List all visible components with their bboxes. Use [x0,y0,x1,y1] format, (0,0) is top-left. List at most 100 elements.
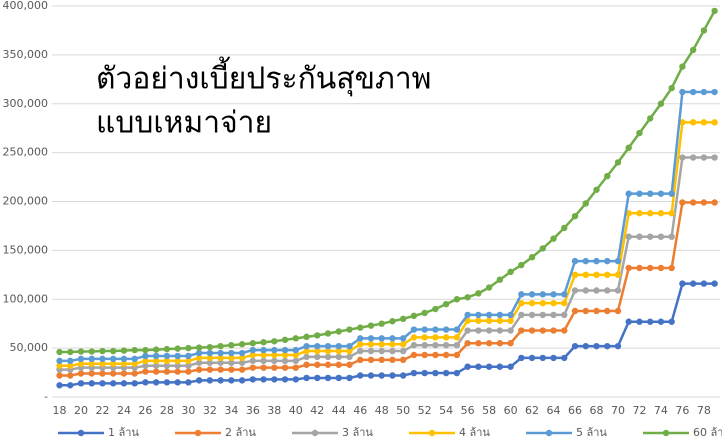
data-point [528,327,536,334]
data-point [67,357,74,365]
data-point [604,257,611,265]
data-point [131,360,138,367]
data-point [646,210,654,217]
data-point [442,369,450,377]
data-point [281,364,289,371]
data-point [593,186,600,193]
data-point [163,345,171,353]
data-point [604,307,611,315]
data-point [604,287,611,294]
data-point [432,351,439,359]
data-point [292,335,299,342]
data-point [453,369,461,377]
data-point [475,340,482,347]
data-point [335,353,342,361]
chart-title: แบบเหมาจ่าย [96,106,272,141]
x-tick-label: 76 [675,404,689,417]
data-point [496,317,504,324]
x-tick-label: 56 [461,404,475,417]
data-point [152,379,160,386]
x-tick-label: 42 [310,404,324,417]
x-tick-label: 30 [181,404,195,417]
data-point [711,199,718,206]
x-tick-label: 62 [525,404,539,417]
data-point [292,351,299,359]
data-point [174,345,181,352]
data-point [238,366,246,373]
data-point [539,291,546,298]
data-point [528,299,536,307]
data-point [99,347,106,355]
data-point [561,224,568,232]
data-point [668,233,675,240]
data-point [700,27,708,34]
data-point [271,338,278,345]
data-point [367,335,375,342]
data-point [271,351,278,359]
data-point [539,354,546,362]
data-point [636,233,643,240]
data-point [453,296,461,303]
x-tick-label: 58 [482,404,496,417]
data-point [303,347,310,355]
data-point [271,376,278,383]
data-point [195,366,203,373]
data-point [668,190,675,197]
data-point [195,344,203,351]
data-point [142,352,149,360]
series-line [59,121,715,367]
data-point [496,327,504,334]
data-point [432,369,439,377]
data-point [625,264,632,272]
data-point [357,356,364,364]
data-point [561,311,568,319]
data-point [88,370,95,377]
data-point [700,119,708,126]
data-point [711,119,718,126]
data-point [464,327,471,334]
data-point [571,342,579,350]
data-point [528,291,536,298]
data-point [88,380,95,387]
data-point [346,353,353,361]
data-point [518,311,525,319]
y-tick-label: 100,000 [3,292,49,305]
x-tick-label: 46 [353,404,367,417]
data-point [281,357,289,365]
data-point [110,347,117,355]
x-tick-label: 20 [74,404,88,417]
data-point [67,348,74,356]
data-point [528,254,536,261]
x-tick-label: 38 [267,404,281,417]
data-point [110,380,117,387]
data-point [217,359,224,366]
data-point [56,362,63,369]
data-point [636,264,643,272]
data-point [335,342,342,350]
data-point [528,311,536,319]
x-tick-label: 72 [632,404,646,417]
data-point [410,369,418,377]
data-point [604,342,611,350]
data-point [67,372,74,379]
data-point [636,210,643,217]
data-point [217,354,224,362]
data-point [410,312,418,320]
data-point [142,346,149,354]
data-point [281,346,289,354]
data-point [314,347,321,355]
data-point [679,119,686,126]
data-point [646,318,654,325]
data-point [174,379,181,386]
data-point [464,294,471,301]
data-point [217,349,224,357]
data-point [142,368,149,375]
data-point [657,318,665,325]
legend-marker [194,429,202,437]
data-point [614,257,622,265]
data-point [507,317,514,324]
legend-marker [662,429,670,437]
data-point [260,339,267,346]
data-point [679,154,686,161]
data-point [646,115,654,122]
